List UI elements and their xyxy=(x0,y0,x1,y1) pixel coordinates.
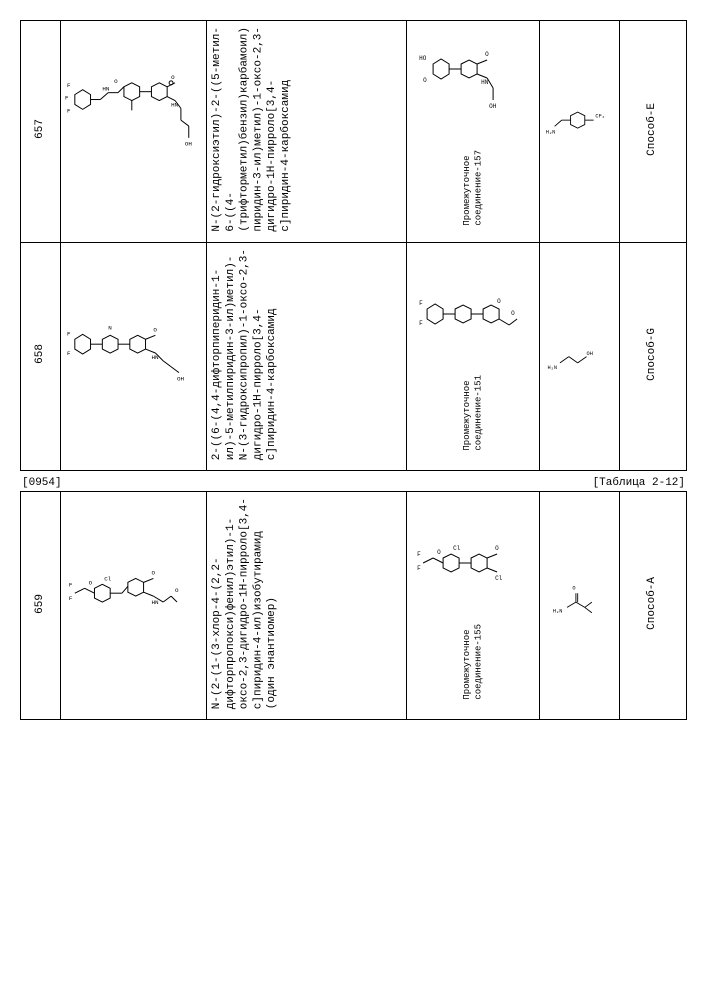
reactant: H₂N O xyxy=(540,491,620,719)
svg-text:H₂N: H₂N xyxy=(548,365,558,371)
method: Способ-E xyxy=(620,21,687,243)
svg-text:HO: HO xyxy=(419,55,427,62)
table-row: 659 FF O Cl O HN O xyxy=(21,491,687,719)
method: Способ-G xyxy=(620,242,687,470)
molecule-657: FFF HN O O HN OH xyxy=(65,64,203,194)
svg-text:OH: OH xyxy=(587,351,593,357)
svg-text:O: O xyxy=(175,588,179,595)
svg-text:H₂N: H₂N xyxy=(546,130,556,136)
table-row: 658 F F N O HN xyxy=(21,242,687,470)
svg-text:O: O xyxy=(573,586,576,592)
compound-name-text: N-(2-гидроксиэтил)-2-((5-метил- 6-((4- (… xyxy=(211,27,294,232)
intermediate-155-structure: FF O Cl O Cl xyxy=(411,508,535,618)
table-row: 657 xyxy=(21,21,687,243)
compound-id-text: 657 xyxy=(34,119,48,139)
section-labels: [0954] [Таблица 2-12] xyxy=(22,477,685,489)
svg-text:Cl: Cl xyxy=(495,575,503,582)
compound-name: 2-((6-(4,4-дифторпиперидин-1- ил)-5-мети… xyxy=(207,242,407,470)
svg-text:O: O xyxy=(485,51,489,58)
svg-text:HN: HN xyxy=(171,102,179,109)
svg-text:O: O xyxy=(153,327,157,334)
svg-text:O: O xyxy=(151,570,155,577)
intermediate: F F O O Промежуточное соединение-151 xyxy=(407,242,540,470)
svg-text:F: F xyxy=(69,596,73,603)
compound-name: N-(2-(1-(3-хлор-4-(2,2- дифторпропокси)ф… xyxy=(207,491,407,719)
svg-text:CF₃: CF₃ xyxy=(596,114,606,120)
compound-id: 659 xyxy=(21,491,61,719)
svg-text:HN: HN xyxy=(151,354,159,361)
svg-text:O: O xyxy=(511,310,515,317)
reactant-659: H₂N O xyxy=(544,568,615,638)
svg-text:F: F xyxy=(67,108,71,115)
compound-id: 658 xyxy=(21,242,61,470)
svg-text:HN: HN xyxy=(102,86,110,93)
compound-name-text: N-(2-(1-(3-хлор-4-(2,2- дифторпропокси)ф… xyxy=(211,498,280,709)
svg-text:F: F xyxy=(419,300,423,307)
svg-text:OH: OH xyxy=(177,376,185,383)
compound-structure: FFF HN O O HN OH xyxy=(60,21,207,243)
svg-text:HN: HN xyxy=(151,599,159,606)
svg-text:O: O xyxy=(171,74,175,81)
compound-id-text: 659 xyxy=(34,594,48,614)
molecule-658: F F N O HN OH xyxy=(65,289,203,419)
svg-text:OH: OH xyxy=(489,103,497,110)
table-caption: [Таблица 2-12] xyxy=(593,477,685,489)
compounds-table-1: 657 xyxy=(20,20,687,471)
method: Способ-A xyxy=(620,491,687,719)
svg-text:F: F xyxy=(67,331,71,338)
compound-name: N-(2-гидроксиэтил)-2-((5-метил- 6-((4- (… xyxy=(207,21,407,243)
paragraph-number: [0954] xyxy=(22,477,62,489)
method-text: Способ-G xyxy=(646,328,660,381)
compound-structure: F F N O HN OH xyxy=(60,242,207,470)
svg-text:N: N xyxy=(108,325,112,332)
intermediate: HO O O HN OH Промежуточное соединение-157 xyxy=(407,21,540,243)
svg-text:F: F xyxy=(65,95,69,102)
intermediate-label-text: Промежуточное соединение-157 xyxy=(462,150,485,226)
intermediate-157-structure: HO O O HN OH xyxy=(411,34,535,144)
intermediate-label-text: Промежуточное соединение-151 xyxy=(462,375,485,451)
reactant: H₂N CF₃ xyxy=(540,21,620,243)
svg-text:F: F xyxy=(67,82,71,89)
molecule-659: FF O Cl O HN O xyxy=(65,538,203,668)
svg-text:Cl: Cl xyxy=(453,545,461,552)
svg-text:Cl: Cl xyxy=(104,576,112,583)
svg-text:F: F xyxy=(419,320,423,327)
svg-text:O: O xyxy=(423,77,427,84)
compound-structure: FF O Cl O HN O xyxy=(60,491,207,719)
reactant: H₂N OH xyxy=(540,242,620,470)
compound-name-text: 2-((6-(4,4-дифторпиперидин-1- ил)-5-мети… xyxy=(211,249,280,460)
reactant-657: H₂N CF₃ xyxy=(544,94,615,164)
intermediate-label-text: Промежуточное соединение-155 xyxy=(462,624,485,700)
svg-text:F: F xyxy=(67,350,71,357)
reactant-658: H₂N OH xyxy=(544,319,615,389)
svg-text:O: O xyxy=(89,580,93,587)
svg-text:O: O xyxy=(114,78,118,85)
compound-id: 657 xyxy=(21,21,61,243)
svg-text:HN: HN xyxy=(481,79,489,86)
svg-text:OH: OH xyxy=(185,141,193,148)
svg-text:O: O xyxy=(437,549,441,556)
svg-text:H₂N: H₂N xyxy=(553,609,563,615)
compound-id-text: 658 xyxy=(34,344,48,364)
svg-text:F: F xyxy=(417,551,421,558)
compounds-table-2: 659 FF O Cl O HN O xyxy=(20,491,687,720)
intermediate-151-structure: F F O O xyxy=(411,259,535,369)
method-text: Способ-A xyxy=(646,577,660,630)
intermediate: FF O Cl O Cl Промежуточное соединение-15… xyxy=(407,491,540,719)
svg-text:F: F xyxy=(69,582,73,589)
svg-text:O: O xyxy=(497,298,501,305)
method-text: Способ-E xyxy=(646,103,660,156)
svg-text:F: F xyxy=(417,565,421,572)
svg-text:O: O xyxy=(495,545,499,552)
